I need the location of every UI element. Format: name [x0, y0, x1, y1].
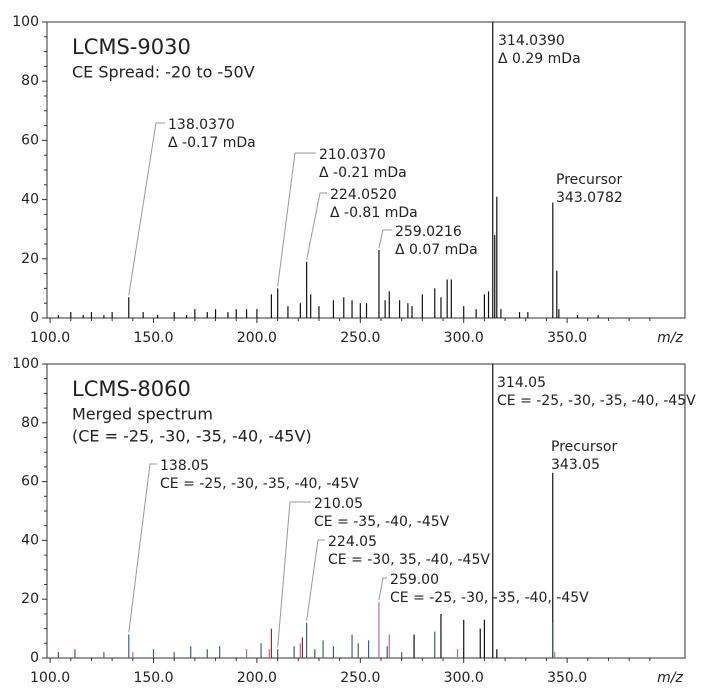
annotation-label: 314.0390 — [498, 33, 565, 49]
annotation-note: CE = -35, -40, -45V — [314, 514, 450, 530]
y-tick-label: 100 — [12, 356, 39, 372]
annotation-note: CE = -25, -30, -35, -40, -45V — [497, 393, 696, 409]
y-tick-label: 0 — [30, 650, 39, 666]
y-tick-label: 20 — [21, 251, 39, 267]
annotation-leader — [277, 501, 311, 648]
y-tick-label: 80 — [21, 73, 39, 89]
y-tick-label: 40 — [21, 532, 39, 548]
x-tick-label: 150.0 — [133, 670, 173, 686]
x-tick-label: 250.0 — [340, 330, 380, 346]
annotation-label: 259.00 — [390, 572, 439, 588]
annotation-leader — [306, 192, 327, 260]
annotation-leader — [277, 152, 316, 287]
panel-title: LCMS-9030 — [72, 35, 191, 59]
annotation-leader — [128, 122, 165, 296]
annotation-label: 343.0782 — [556, 190, 623, 206]
y-tick-label: 20 — [21, 591, 39, 607]
x-tick-label: 200.0 — [237, 670, 277, 686]
annotation-note: Δ 0.07 mDa — [395, 242, 478, 258]
annotation-label: 224.05 — [328, 534, 377, 550]
annotation-label: 343.05 — [551, 457, 600, 473]
y-tick-label: 100 — [12, 14, 39, 30]
panel-title: LCMS-8060 — [72, 377, 191, 401]
annotation-note: Δ -0.81 mDa — [330, 205, 418, 221]
annotation-note: CE = -25, -30, -35, -40, -45V — [160, 476, 359, 492]
annotation-label: 138.0370 — [168, 117, 235, 133]
annotation-label: 224.0520 — [330, 187, 397, 203]
x-tick-label: 350.0 — [547, 670, 587, 686]
annotation-label: 259.0216 — [395, 224, 462, 240]
y-tick-label: 0 — [30, 310, 39, 326]
x-tick-label: 300.0 — [444, 670, 484, 686]
y-tick-label: 60 — [21, 132, 39, 148]
y-tick-label: 80 — [21, 415, 39, 431]
x-tick-label: 350.0 — [547, 330, 587, 346]
panel-subtitle: Merged spectrum — [72, 405, 213, 424]
annotation-note: Δ -0.21 mDa — [319, 165, 407, 181]
annotation-label: 210.05 — [314, 496, 363, 512]
x-axis-label: m/z — [657, 670, 683, 686]
panel-subtitle: CE Spread: -20 to -50V — [72, 63, 255, 82]
annotation-note: Δ 0.29 mDa — [498, 51, 581, 67]
annotation-leader — [378, 577, 387, 601]
annotation-label: 314.05 — [497, 375, 546, 391]
annotation-title: Precursor — [556, 172, 622, 188]
x-tick-label: 100.0 — [30, 670, 70, 686]
annotation-title: Precursor — [551, 439, 617, 455]
x-tick-label: 300.0 — [444, 330, 484, 346]
annotation-note: CE = -30, 35, -40, -45V — [328, 552, 490, 568]
x-axis-label: m/z — [657, 330, 683, 346]
x-tick-label: 100.0 — [30, 330, 70, 346]
y-tick-label: 40 — [21, 192, 39, 208]
x-tick-label: 150.0 — [133, 330, 173, 346]
x-tick-label: 200.0 — [237, 330, 277, 346]
annotation-label: 138.05 — [160, 458, 209, 474]
annotation-label: 210.0370 — [319, 147, 386, 163]
annotation-leader — [378, 229, 392, 249]
annotation-leader — [306, 539, 325, 621]
annotation-note: CE = -25, -30, -35, -40, -45V — [390, 590, 589, 606]
y-tick-label: 60 — [21, 474, 39, 490]
annotation-leader — [128, 463, 157, 633]
panel-subtitle: (CE = -25, -30, -35, -40, -45V) — [72, 427, 312, 446]
x-tick-label: 250.0 — [340, 670, 380, 686]
annotation-note: Δ -0.17 mDa — [168, 135, 256, 151]
